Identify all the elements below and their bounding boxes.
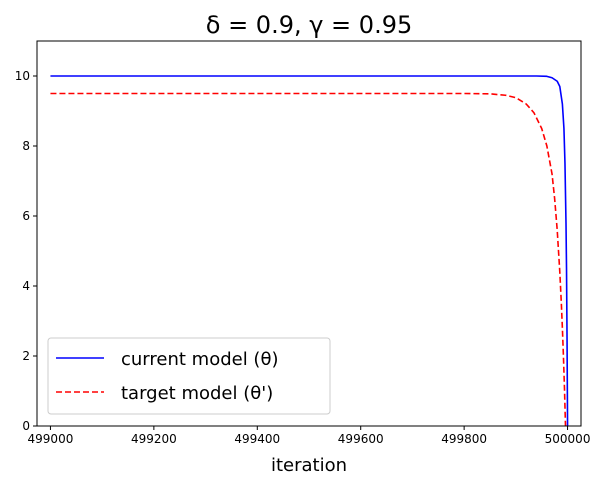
x-tick-label: 499800 xyxy=(441,432,487,446)
x-tick-label: 499000 xyxy=(28,432,74,446)
legend-label-current-model: current model (θ) xyxy=(121,349,278,370)
legend-label-target-model: target model (θ') xyxy=(121,383,273,404)
series-layer xyxy=(50,75,569,427)
x-tick-label: 499400 xyxy=(234,432,280,446)
x-axis-label: iteration xyxy=(271,455,347,476)
series-line-current-model xyxy=(50,75,569,427)
legend-box xyxy=(47,337,331,415)
y-ticks: 0 2 4 6 8 10 xyxy=(15,69,37,433)
x-tick-label: 499200 xyxy=(131,432,177,446)
legend: current model (θ) target model (θ') xyxy=(47,337,331,415)
plot-frame xyxy=(36,40,582,427)
x-ticks: 499000 499200 499400 499600 499800 500000 xyxy=(28,426,591,446)
y-tick-label: 0 xyxy=(22,419,30,433)
chart-title: δ = 0.9, γ = 0.95 xyxy=(206,11,412,39)
y-tick-label: 8 xyxy=(22,139,30,153)
y-tick-label: 2 xyxy=(22,349,30,363)
x-tick-label: 499600 xyxy=(338,432,384,446)
y-tick-label: 6 xyxy=(22,209,30,223)
y-tick-label: 10 xyxy=(15,69,30,83)
x-tick-label: 500000 xyxy=(545,432,591,446)
series-line-target-model xyxy=(50,92,567,427)
y-tick-label: 4 xyxy=(22,279,30,293)
